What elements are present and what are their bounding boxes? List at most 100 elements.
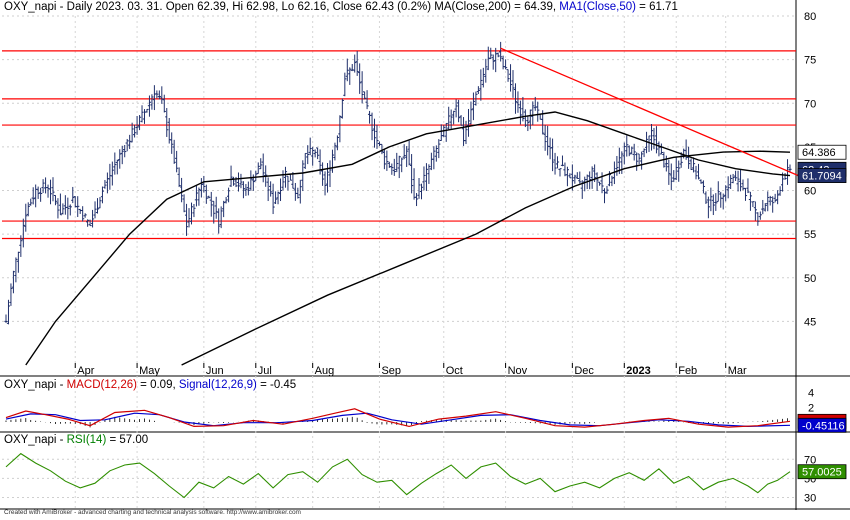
price-y-tick-label: 60	[804, 186, 816, 198]
ohlc-bar	[731, 173, 735, 184]
ohlc-bar	[175, 150, 179, 173]
ohlc-bar	[291, 172, 295, 189]
ohlc-bar	[667, 159, 671, 185]
ohlc-bar	[756, 212, 760, 226]
x-tick-label: Sep	[381, 365, 401, 377]
ohlc-bar	[177, 167, 181, 188]
ohlc-bar	[90, 209, 95, 228]
ohlc-bar	[229, 165, 233, 187]
ohlc-bar	[14, 257, 18, 283]
ohlc-bar	[595, 172, 599, 191]
ohlc-bar	[137, 115, 142, 131]
ohlc-bar	[128, 134, 132, 149]
ohlc-bar	[654, 126, 659, 154]
ohlc-bar	[758, 211, 762, 220]
ohlc-bar	[382, 148, 386, 170]
ohlc-bar	[402, 144, 406, 160]
ohlc-bar	[677, 160, 681, 182]
ohlc-bar	[657, 141, 661, 157]
ohlc-bar	[471, 92, 476, 121]
ohlc-bar	[397, 155, 401, 179]
ohlc-bar	[686, 146, 691, 169]
ohlc-bar	[474, 91, 478, 106]
ohlc-bar	[26, 202, 30, 217]
ohlc-bar	[573, 174, 577, 184]
ohlc-bar	[313, 149, 317, 158]
ohlc-bar	[773, 193, 777, 203]
price-value-badge-box	[797, 144, 847, 160]
ohlc-bar	[68, 204, 72, 216]
price-y-tick-label: 55	[804, 229, 816, 241]
ohlc-bar	[528, 109, 532, 130]
ohlc-bar	[372, 118, 377, 148]
ohlc-bar	[622, 142, 626, 165]
ohlc-bar	[323, 171, 327, 196]
ohlc-bar	[338, 115, 342, 143]
ohlc-bar	[447, 106, 451, 130]
ohlc-bar	[194, 185, 199, 207]
ohlc-bar	[506, 69, 510, 82]
ohlc-bar	[610, 175, 614, 187]
ohlc-bar	[738, 169, 743, 192]
ohlc-bar	[689, 158, 693, 170]
ohlc-bar	[36, 186, 40, 199]
ohlc-bar	[249, 170, 253, 191]
ohlc-bar	[301, 160, 305, 192]
ohlc-bar	[476, 86, 480, 94]
ohlc-bar	[88, 219, 92, 227]
ohlc-bar	[503, 59, 508, 70]
ohlc-bar	[669, 163, 673, 191]
macd-y-tick-label: 2	[808, 402, 814, 414]
ohlc-bar	[95, 198, 100, 214]
ohlc-bar	[444, 122, 448, 142]
ohlc-bar	[303, 152, 307, 169]
ohlc-bar	[187, 208, 191, 228]
ohlc-bar	[706, 196, 710, 219]
ohlc-bar	[204, 184, 208, 204]
ohlc-bar	[644, 131, 649, 154]
ohlc-bar	[499, 41, 503, 62]
ohlc-bar	[345, 58, 349, 82]
ohlc-bar	[266, 177, 270, 202]
ohlc-bar	[489, 47, 493, 60]
rsi-value-badge-label: 57.0025	[802, 467, 842, 479]
ohlc-bar	[456, 99, 461, 123]
ohlc-bar	[21, 218, 25, 248]
ohlc-bar	[100, 186, 105, 204]
ohlc-bar	[615, 156, 619, 176]
ohlc-bar	[617, 147, 621, 175]
ohlc-bar	[659, 143, 663, 155]
ohlc-bar	[511, 70, 515, 98]
ohlc-bar	[627, 145, 631, 157]
ohlc-bar	[29, 198, 33, 206]
ohlc-bar	[699, 179, 703, 184]
ohlc-bar	[766, 191, 770, 212]
ohlc-bar	[466, 108, 471, 137]
ohlc-bar	[721, 193, 725, 210]
ohlc-bar	[48, 179, 53, 205]
ohlc-bar	[390, 163, 394, 175]
x-tick-label: Jul	[258, 365, 272, 377]
ohlc-bar	[365, 90, 369, 110]
price-y-tick-label: 50	[804, 273, 816, 285]
ohlc-bar	[189, 202, 194, 225]
x-tick-label: Jun	[206, 365, 224, 377]
ohlc-bar	[278, 178, 283, 202]
ohlc-bar	[694, 165, 698, 180]
ohlc-bar	[4, 314, 8, 323]
price-title-ticker: OXY_napi - Daily 2023. 03. 31. Open 62.3…	[4, 1, 432, 13]
rsi-title-rsi-value: = 57.00	[109, 434, 149, 446]
ohlc-bar	[118, 149, 122, 169]
ohlc-bar	[600, 172, 604, 194]
ohlc-bar	[241, 181, 246, 199]
ohlc-bar	[555, 156, 560, 169]
macd-title-prefix: OXY_napi -	[4, 379, 64, 391]
x-tick-label: May	[139, 365, 160, 377]
price-panel-title: OXY_napi - Daily 2023. 03. 31. Open 62.3…	[4, 1, 678, 13]
ohlc-bar	[170, 132, 174, 154]
ohlc-bar	[481, 67, 485, 88]
ohlc-bar	[202, 175, 206, 193]
price-value-badge-label: 61.7094	[802, 171, 842, 183]
ohlc-bar	[484, 58, 488, 83]
ohlc-bar	[640, 151, 644, 170]
